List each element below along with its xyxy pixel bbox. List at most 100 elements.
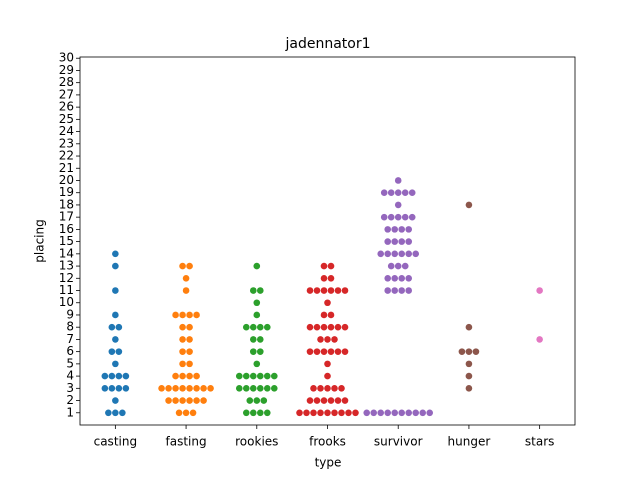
point bbox=[465, 323, 473, 331]
point bbox=[324, 385, 331, 392]
point bbox=[186, 262, 193, 270]
y-tick-label: 28 bbox=[59, 75, 74, 89]
point bbox=[472, 348, 480, 355]
point bbox=[313, 287, 321, 294]
point bbox=[242, 323, 250, 331]
point bbox=[186, 323, 193, 331]
point bbox=[179, 262, 186, 270]
point bbox=[256, 385, 264, 392]
point bbox=[391, 250, 399, 258]
point bbox=[112, 397, 119, 404]
y-tick-label: 29 bbox=[59, 63, 74, 77]
point bbox=[320, 348, 328, 355]
point bbox=[306, 348, 314, 355]
point bbox=[405, 274, 413, 282]
point bbox=[412, 409, 420, 417]
point bbox=[320, 274, 328, 282]
point bbox=[108, 372, 116, 380]
point bbox=[112, 287, 119, 294]
point bbox=[270, 385, 278, 392]
point bbox=[263, 372, 271, 380]
point bbox=[253, 397, 261, 404]
y-tick-label: 15 bbox=[59, 234, 74, 248]
point bbox=[398, 226, 406, 233]
point bbox=[384, 226, 392, 233]
y-tick-label: 17 bbox=[59, 210, 74, 224]
point bbox=[327, 262, 335, 270]
y-tick-label: 23 bbox=[59, 136, 74, 150]
point bbox=[179, 397, 186, 404]
point bbox=[270, 372, 278, 380]
point bbox=[327, 323, 335, 331]
point bbox=[263, 323, 271, 331]
point bbox=[384, 238, 392, 245]
point bbox=[112, 311, 119, 319]
y-tick-label: 7 bbox=[66, 332, 74, 346]
point bbox=[338, 385, 345, 392]
point bbox=[235, 385, 243, 392]
point bbox=[384, 287, 392, 294]
point bbox=[320, 323, 328, 331]
point bbox=[380, 213, 388, 221]
point bbox=[306, 397, 314, 404]
point bbox=[108, 348, 116, 355]
point bbox=[320, 287, 328, 294]
point bbox=[249, 336, 257, 343]
point bbox=[324, 299, 331, 307]
point bbox=[401, 213, 409, 221]
point bbox=[387, 189, 395, 197]
point bbox=[320, 397, 328, 404]
point bbox=[398, 287, 406, 294]
point bbox=[186, 311, 193, 319]
point bbox=[465, 385, 473, 392]
point bbox=[391, 274, 399, 282]
point bbox=[331, 336, 338, 343]
y-tick-label: 3 bbox=[66, 381, 74, 395]
y-tick-label: 14 bbox=[59, 246, 74, 260]
point bbox=[256, 287, 264, 294]
y-tick-label: 18 bbox=[59, 197, 74, 211]
point bbox=[327, 348, 335, 355]
point bbox=[186, 336, 193, 343]
point bbox=[324, 409, 331, 417]
point bbox=[108, 385, 116, 392]
y-tick-label: 22 bbox=[59, 149, 74, 163]
point bbox=[377, 409, 385, 417]
point bbox=[101, 372, 109, 380]
point bbox=[296, 409, 303, 417]
point bbox=[317, 336, 324, 343]
point bbox=[253, 262, 261, 270]
point bbox=[384, 274, 392, 282]
point bbox=[175, 409, 183, 417]
point bbox=[458, 348, 466, 355]
point bbox=[256, 348, 264, 355]
point bbox=[338, 409, 345, 417]
point bbox=[327, 397, 335, 404]
y-tick-label: 10 bbox=[59, 295, 74, 309]
point bbox=[242, 385, 250, 392]
point bbox=[398, 238, 406, 245]
point bbox=[122, 385, 130, 392]
point bbox=[115, 348, 123, 355]
point bbox=[394, 262, 402, 270]
point bbox=[405, 287, 413, 294]
point bbox=[394, 213, 402, 221]
point bbox=[306, 287, 314, 294]
point bbox=[186, 385, 193, 392]
point bbox=[193, 397, 200, 404]
point bbox=[112, 262, 119, 270]
y-tick-label: 30 bbox=[59, 51, 74, 65]
point bbox=[391, 226, 399, 233]
y-tick-label: 4 bbox=[66, 369, 74, 383]
point bbox=[465, 348, 473, 355]
point bbox=[370, 409, 378, 417]
point bbox=[401, 262, 409, 270]
point bbox=[334, 287, 342, 294]
point bbox=[179, 311, 186, 319]
y-tick-label: 24 bbox=[59, 124, 74, 138]
point bbox=[253, 311, 261, 319]
point bbox=[394, 177, 402, 184]
point bbox=[179, 385, 186, 392]
point bbox=[200, 397, 207, 404]
plot-frame bbox=[79, 56, 576, 426]
